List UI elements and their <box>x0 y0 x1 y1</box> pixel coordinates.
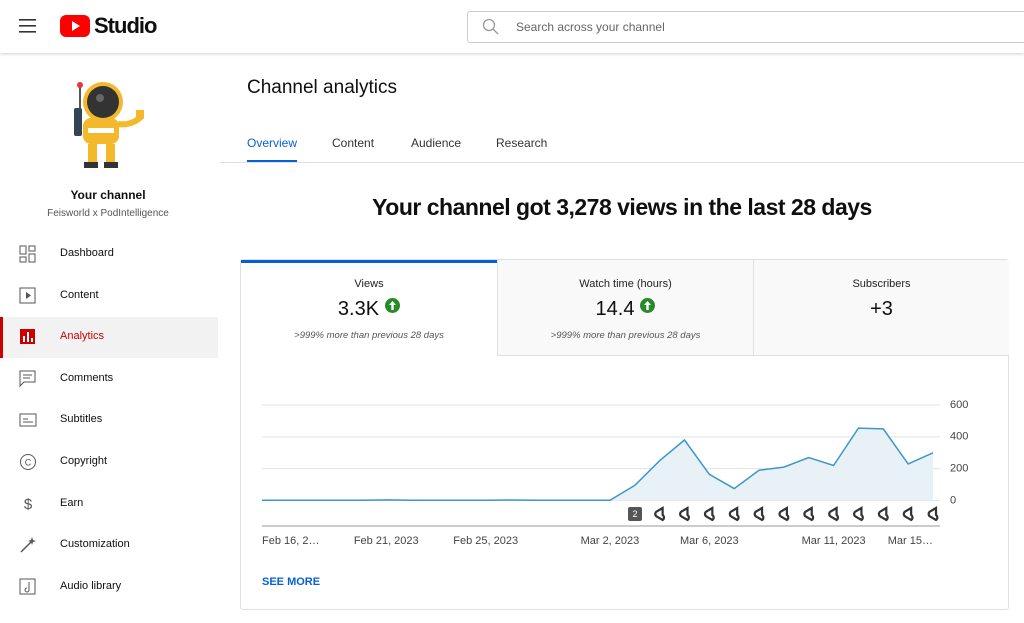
annotation-label: 2 <box>632 509 637 519</box>
y-tick-label: 200 <box>950 463 968 475</box>
line <box>262 427 934 501</box>
nav-item[interactable]: Customization <box>0 525 218 566</box>
trend-up-icon <box>385 298 401 313</box>
x-tick-label: Feb 16, 2… <box>262 535 319 547</box>
logo-icon[interactable] <box>60 15 90 37</box>
metric-label: Views <box>354 278 384 290</box>
nav-icon <box>19 245 36 263</box>
metric-card[interactable]: Watch time (hours) 14.4 >999% more than pr… <box>497 260 753 356</box>
nav-icon <box>19 287 36 304</box>
metric-number: 14.4 <box>595 298 635 320</box>
x-tick-label: Mar 6, 2023 <box>680 535 739 547</box>
shorts-icon <box>902 506 914 522</box>
nav-label: Audio library <box>60 579 122 592</box>
header: Studio Search across your channel <box>0 0 1024 53</box>
x-tick-label: Mar 15… <box>888 535 933 547</box>
search-box[interactable]: Search across your channel <box>467 11 1024 43</box>
x-tick-label: Mar 11, 2023 <box>802 535 866 547</box>
nav-icon: C <box>20 454 36 470</box>
logo[interactable]: Studio <box>94 13 157 38</box>
nav-label: Dashboard <box>60 247 114 259</box>
shorts-icon <box>853 506 864 522</box>
svg-text:C: C <box>25 457 32 467</box>
x-tick-label: Mar 2, 2023 <box>581 535 640 547</box>
tab[interactable]: Audience <box>411 136 462 150</box>
shorts-icon <box>778 506 790 522</box>
nav-icon: $ <box>24 496 33 513</box>
trend-up-icon <box>640 298 656 313</box>
metric-value: 14.4 <box>498 298 753 321</box>
metric-card[interactable]: Views 3.3K >999% more than previous 28 day… <box>241 260 497 356</box>
shorts-icon <box>679 506 690 522</box>
x-tick-label: Feb 25, 2023 <box>453 535 518 547</box>
nav-icon <box>19 370 36 388</box>
nav-icon <box>20 537 36 553</box>
channel-avatar[interactable] <box>70 80 150 172</box>
annotation-badge <box>628 507 642 521</box>
svg-text:$: $ <box>24 496 33 513</box>
nav-label: Analytics <box>60 330 105 343</box>
channel-title: Your channel <box>70 188 146 202</box>
search-icon <box>482 18 499 35</box>
shorts-icon <box>703 506 715 522</box>
nav-icon <box>19 578 36 595</box>
shorts-icon <box>728 506 740 522</box>
nav-label: Customization <box>60 538 130 551</box>
tab[interactable]: Research <box>496 136 548 150</box>
shorts-icon <box>828 506 839 522</box>
y-tick-label: 600 <box>950 399 968 411</box>
nav-item[interactable]: Dashboard <box>0 234 218 275</box>
search-placeholder: Search across your channel <box>516 20 665 34</box>
nav-icon <box>20 329 35 345</box>
nav-item[interactable]: Subtitles <box>0 400 218 441</box>
nav-item[interactable]: Audio library <box>0 567 218 608</box>
shorts-icon <box>927 506 939 522</box>
nav-label: Content <box>60 288 99 301</box>
nav-item[interactable]: $ Earn <box>0 484 218 525</box>
y-tick-label: 0 <box>950 494 956 506</box>
nav-item[interactable]: Content <box>0 276 218 317</box>
nav-item[interactable]: Analytics <box>0 317 218 359</box>
shorts-icon <box>654 506 666 522</box>
x-tick-label: Feb 21, 2023 <box>354 535 419 547</box>
metric-label: Watch time (hours) <box>579 278 672 290</box>
nav-label: Comments <box>60 371 114 384</box>
tab[interactable]: Content <box>332 136 375 150</box>
metric-number: 3.3K <box>337 298 380 320</box>
nav-label: Subtitles <box>60 413 103 426</box>
tab[interactable]: Overview <box>247 136 298 150</box>
area <box>262 428 933 501</box>
menu-icon[interactable] <box>19 18 37 34</box>
channel-name: Feisworld x PodIntelligence <box>47 208 169 219</box>
nav-label: Copyright <box>60 455 108 467</box>
see-more[interactable]: SEE MORE <box>262 576 321 588</box>
metric-value: +3 <box>754 298 1009 321</box>
metric-number: +3 <box>870 298 893 320</box>
metric-delta: >999% more than previous 28 days <box>550 330 701 341</box>
nav-icon <box>19 413 37 427</box>
nav-label: Earn <box>60 496 84 509</box>
tab-underline <box>247 160 297 163</box>
analytics-card <box>240 259 1009 610</box>
metric-value: 3.3K <box>241 298 497 321</box>
headline: Your channel got 3,278 views in the last… <box>372 194 872 220</box>
y-tick-label: 400 <box>950 431 968 443</box>
nav-item[interactable]: Comments <box>0 359 218 400</box>
shorts-icon <box>803 506 815 522</box>
nav-item[interactable]: C Copyright <box>0 442 218 483</box>
shorts-icon <box>877 506 889 522</box>
tabs-divider <box>220 162 1024 163</box>
metric-card[interactable]: Subscribers +3 <box>753 260 1009 356</box>
metric-label: Subscribers <box>852 278 911 290</box>
page-title: Channel analytics <box>247 77 397 98</box>
shorts-icon <box>753 506 765 522</box>
metric-delta: >999% more than previous 28 days <box>294 330 444 341</box>
